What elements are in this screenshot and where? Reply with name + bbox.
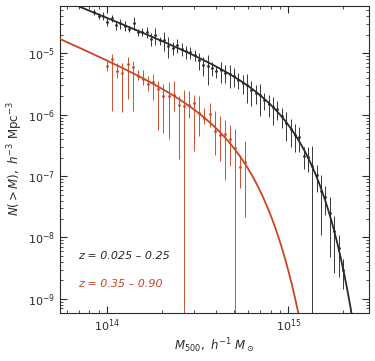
Text: z = 0.35 – 0.90: z = 0.35 – 0.90 — [78, 279, 163, 289]
X-axis label: $M_{500},\ h^{-1}\ M_\odot$: $M_{500},\ h^{-1}\ M_\odot$ — [174, 337, 255, 356]
Y-axis label: $N(>M),\ h^{-3}\ \mathrm{Mpc}^{-3}$: $N(>M),\ h^{-3}\ \mathrm{Mpc}^{-3}$ — [6, 102, 25, 216]
Text: z = 0.025 – 0.25: z = 0.025 – 0.25 — [78, 251, 170, 261]
